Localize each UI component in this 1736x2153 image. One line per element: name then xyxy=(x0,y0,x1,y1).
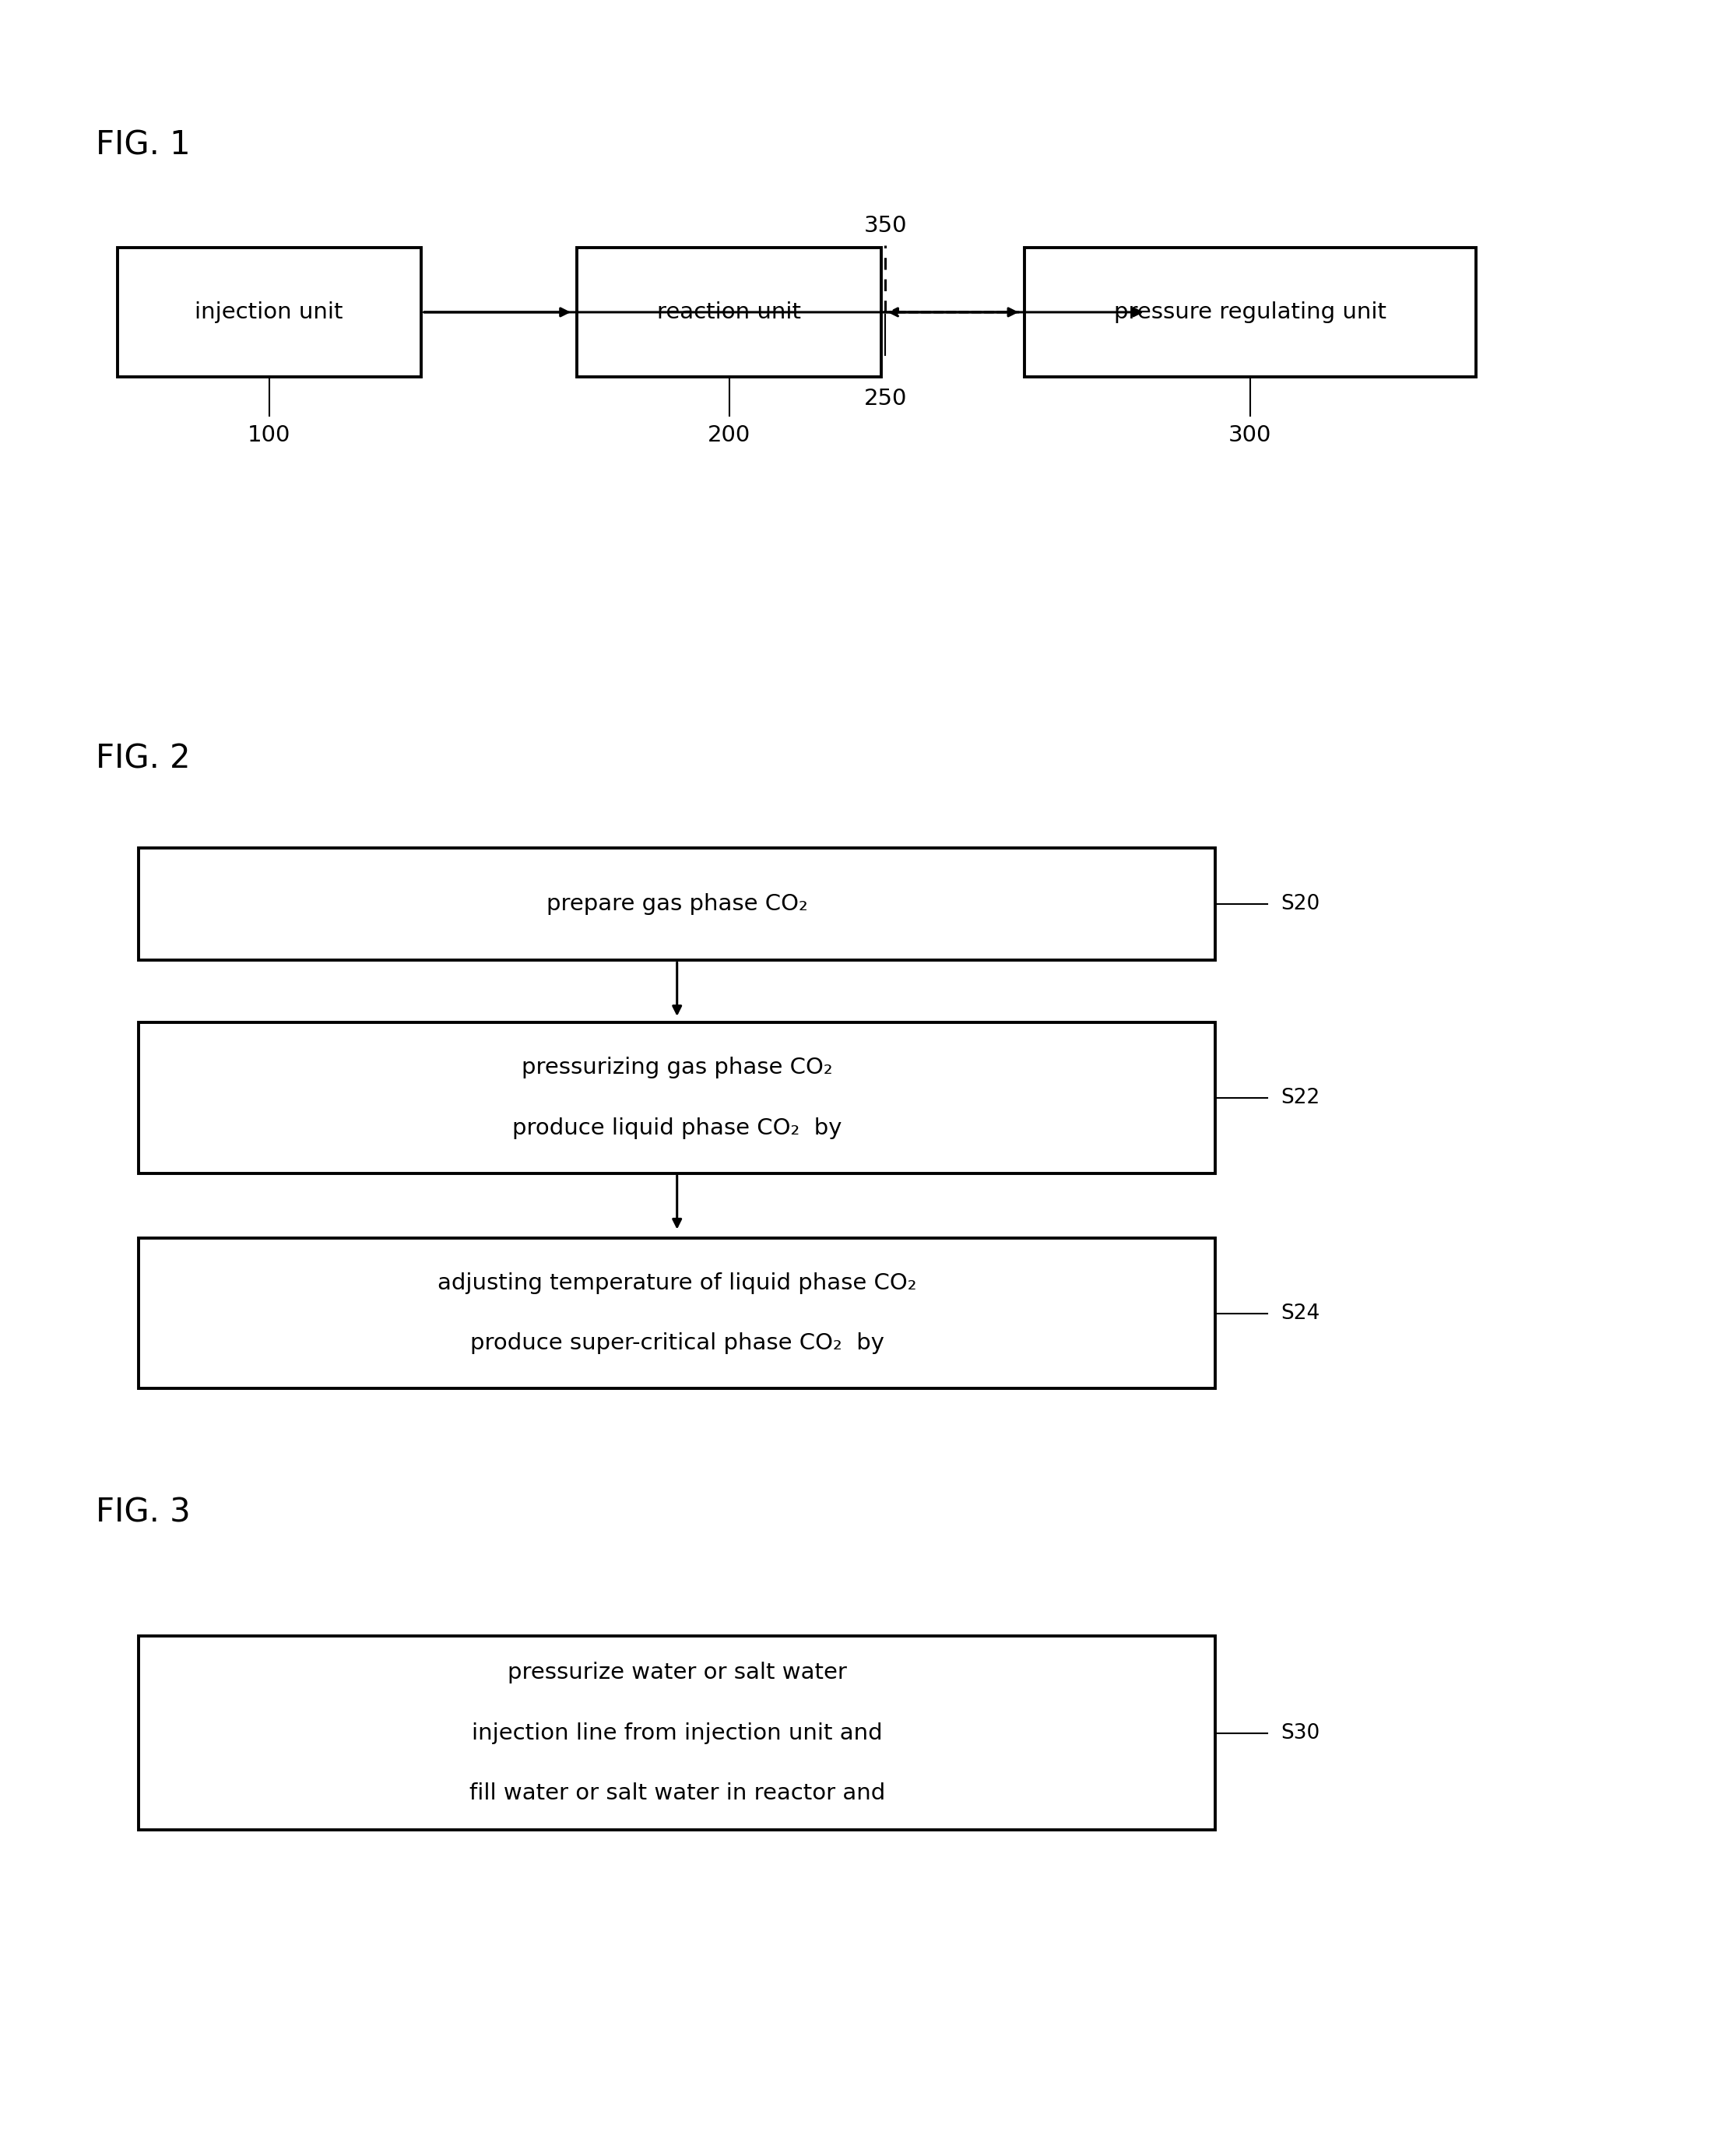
Bar xyxy=(1024,248,1476,377)
Text: pressure regulating unit: pressure regulating unit xyxy=(1115,301,1385,323)
Text: 250: 250 xyxy=(865,388,906,409)
Bar xyxy=(118,248,420,377)
Bar xyxy=(139,848,1215,960)
Text: 100: 100 xyxy=(248,424,290,446)
Text: 200: 200 xyxy=(708,424,750,446)
Text: FIG. 1: FIG. 1 xyxy=(95,129,191,161)
Bar xyxy=(576,248,882,377)
Text: reaction unit: reaction unit xyxy=(658,301,800,323)
Text: S22: S22 xyxy=(1281,1087,1321,1109)
Text: 300: 300 xyxy=(1229,424,1271,446)
Text: injection unit: injection unit xyxy=(194,301,344,323)
Text: fill water or salt water in reactor and: fill water or salt water in reactor and xyxy=(469,1783,885,1804)
Text: S30: S30 xyxy=(1281,1722,1321,1744)
Text: produce liquid phase CO₂  by: produce liquid phase CO₂ by xyxy=(512,1117,842,1139)
Text: S24: S24 xyxy=(1281,1303,1321,1324)
Text: prepare gas phase CO₂: prepare gas phase CO₂ xyxy=(547,893,807,915)
Text: injection line from injection unit and: injection line from injection unit and xyxy=(472,1722,882,1744)
Text: produce super-critical phase CO₂  by: produce super-critical phase CO₂ by xyxy=(470,1333,884,1354)
Text: pressurizing gas phase CO₂: pressurizing gas phase CO₂ xyxy=(521,1057,833,1079)
Text: S20: S20 xyxy=(1281,893,1321,915)
Bar xyxy=(139,1023,1215,1173)
Text: FIG. 2: FIG. 2 xyxy=(95,743,189,775)
Bar xyxy=(139,1238,1215,1389)
Text: pressurize water or salt water: pressurize water or salt water xyxy=(507,1662,847,1684)
Text: adjusting temperature of liquid phase CO₂: adjusting temperature of liquid phase CO… xyxy=(437,1272,917,1294)
Text: 350: 350 xyxy=(865,215,906,237)
Text: FIG. 3: FIG. 3 xyxy=(95,1496,191,1529)
Bar xyxy=(139,1636,1215,1830)
